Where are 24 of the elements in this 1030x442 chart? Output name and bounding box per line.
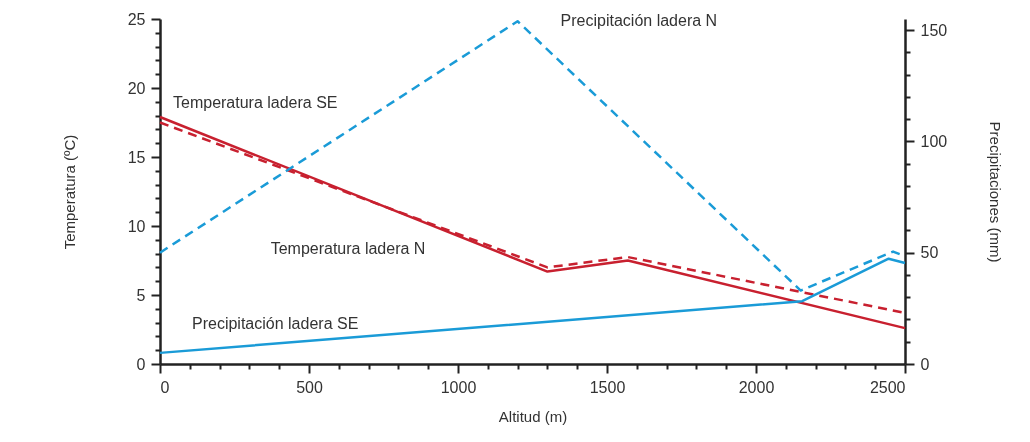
y-tick-label: 10 [127, 217, 146, 235]
y-axis-title: Temperatura (ºC) [60, 134, 78, 250]
y2-tick-label: 100 [920, 132, 948, 150]
x-tick-label: 500 [296, 378, 323, 396]
x-tick-label: 2000 [738, 378, 775, 396]
y-tick-label: 15 [127, 148, 146, 166]
y2-tick-label: 50 [920, 244, 939, 262]
y2-tick-label: 0 [920, 355, 930, 373]
series-label: Temperatura ladera N [270, 240, 426, 258]
line-series [158, 257, 907, 355]
x-axis-title: Altitud (m) [498, 407, 568, 425]
y-tick-label: 25 [127, 10, 146, 28]
x-tick-label: 0 [160, 378, 170, 396]
y2-tick-label: 150 [920, 21, 948, 39]
x-tick-label: 2500 [869, 378, 906, 396]
series-label: Precipitación ladera N [560, 12, 718, 30]
x-tick-label: 1000 [440, 378, 477, 396]
x-tick-label: 1500 [589, 378, 626, 396]
y2-axis-title: Precipitaciones (mm) [987, 121, 1005, 263]
series-label: Precipitación ladera SE [192, 314, 359, 332]
y-tick-label: 20 [127, 79, 146, 97]
y-tick-label: 5 [136, 286, 146, 304]
series-label: Temperatura ladera SE [173, 93, 338, 111]
y-tick-label: 0 [136, 355, 146, 373]
